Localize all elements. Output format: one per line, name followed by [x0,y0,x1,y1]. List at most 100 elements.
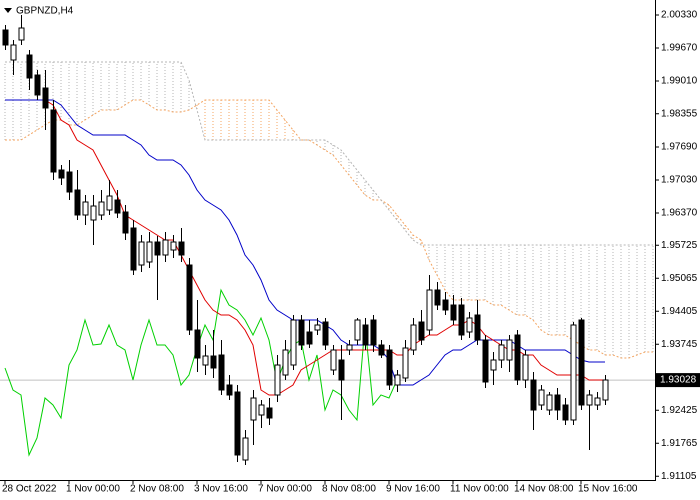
candle-body [114,199,121,214]
x-tick-label: 14 Nov 08:00 [514,484,574,495]
candle-body [418,321,425,341]
candle-body [370,319,377,346]
candle-body [570,324,577,421]
candle-body [538,389,545,406]
candle-body [266,407,273,419]
candle-body [106,195,113,211]
candle-body [498,344,505,361]
candle-body [578,319,585,406]
candle-body [34,74,41,96]
candle-body [490,359,497,371]
current-price-box [656,373,700,388]
candle-body [554,394,561,411]
x-tick-label: 9 Nov 16:00 [386,484,440,495]
candle-body [242,437,249,461]
x-tick-label: 15 Nov 16:00 [578,484,638,495]
candle-body [338,359,345,381]
candle-body [330,349,337,371]
candle-body [482,339,489,383]
candle-body [210,355,217,369]
y-tick-label: 1.91105 [661,471,697,482]
current-price-label: 1.93028 [660,375,697,386]
plot: 2.00330 1.99670 1.99010 1.98355 1.97690 1.970… [0,10,698,495]
candle-body [474,314,481,341]
x-tick-label: 8 Nov 08:00 [322,484,376,495]
candle-body [154,241,161,256]
candle-body [314,324,321,331]
x-tick-label: 3 Nov 16:00 [194,484,248,495]
y-tick-label: 1.92425 [661,405,698,416]
chart-title: GBPNZD,H4 [16,6,74,17]
candle-body [226,384,233,396]
x-tick-label: 1 Nov 00:00 [66,484,120,495]
candle-body [562,404,569,421]
y-tick-label: 2.00330 [661,10,698,21]
y-tick-label: 1.91765 [661,438,698,449]
candle-body [18,27,25,41]
candle-body [450,304,457,321]
y-tick-label: 1.99010 [661,76,698,87]
candle-body [402,347,409,379]
x-tick-label: 28 Oct 2022 [2,484,57,495]
candle-body [362,324,369,346]
candle-body [202,355,209,366]
senkou-span-b [5,61,653,246]
candle-body [234,391,241,456]
candle-body [282,349,289,376]
y-tick-label: 1.96370 [661,208,698,219]
candle-body [586,394,593,406]
y-tick-label: 1.95065 [661,273,698,284]
candle-body [506,339,513,361]
candle-body [2,29,9,46]
x-tick-label: 11 Nov 00:00 [450,484,509,495]
candle-body [162,239,169,256]
candle-body [394,374,401,386]
candle-body [186,264,193,331]
candle-body [306,331,313,345]
candle-body [146,241,153,263]
y-tick-label: 1.94405 [661,306,698,317]
kijun-sen [5,99,605,386]
candle-body [250,397,257,421]
candle-body [530,379,537,411]
candle-body [346,344,353,351]
candle-body [434,289,441,306]
candle-body [594,397,601,406]
candle-body [522,354,529,381]
y-tick-label: 1.98355 [661,108,698,119]
candle-body [58,169,65,179]
candle-body [426,289,433,331]
candle-body [74,189,81,216]
menu-triangle[interactable] [4,8,12,13]
candle-body [442,299,449,311]
candle-body [290,319,297,366]
y-tick-label: 1.95725 [661,240,698,251]
candle-body [602,379,609,401]
y-tick-label: 1.97030 [661,175,698,186]
candle-body [178,241,185,256]
x-tick-label: 7 Nov 00:00 [258,484,312,495]
candle-body [130,227,137,271]
candle-body [458,304,465,336]
candle-body [26,54,33,79]
candle-body [546,394,553,411]
candle-body [386,349,393,386]
candle-body [194,329,201,359]
candle-body [354,319,361,341]
candle-body [410,324,417,351]
candle-body [138,241,145,266]
y-tick-label: 1.99670 [661,43,698,54]
candle-body [298,319,305,346]
x-tick-label: 2 Nov 08:00 [130,484,184,495]
candle-body [258,404,265,416]
candle-body [82,201,89,216]
candle-body [10,44,17,61]
candle-body [42,87,49,109]
candle-body [218,354,225,391]
candle-body [122,211,129,234]
candle-body [50,109,57,173]
candle-body [170,241,177,251]
